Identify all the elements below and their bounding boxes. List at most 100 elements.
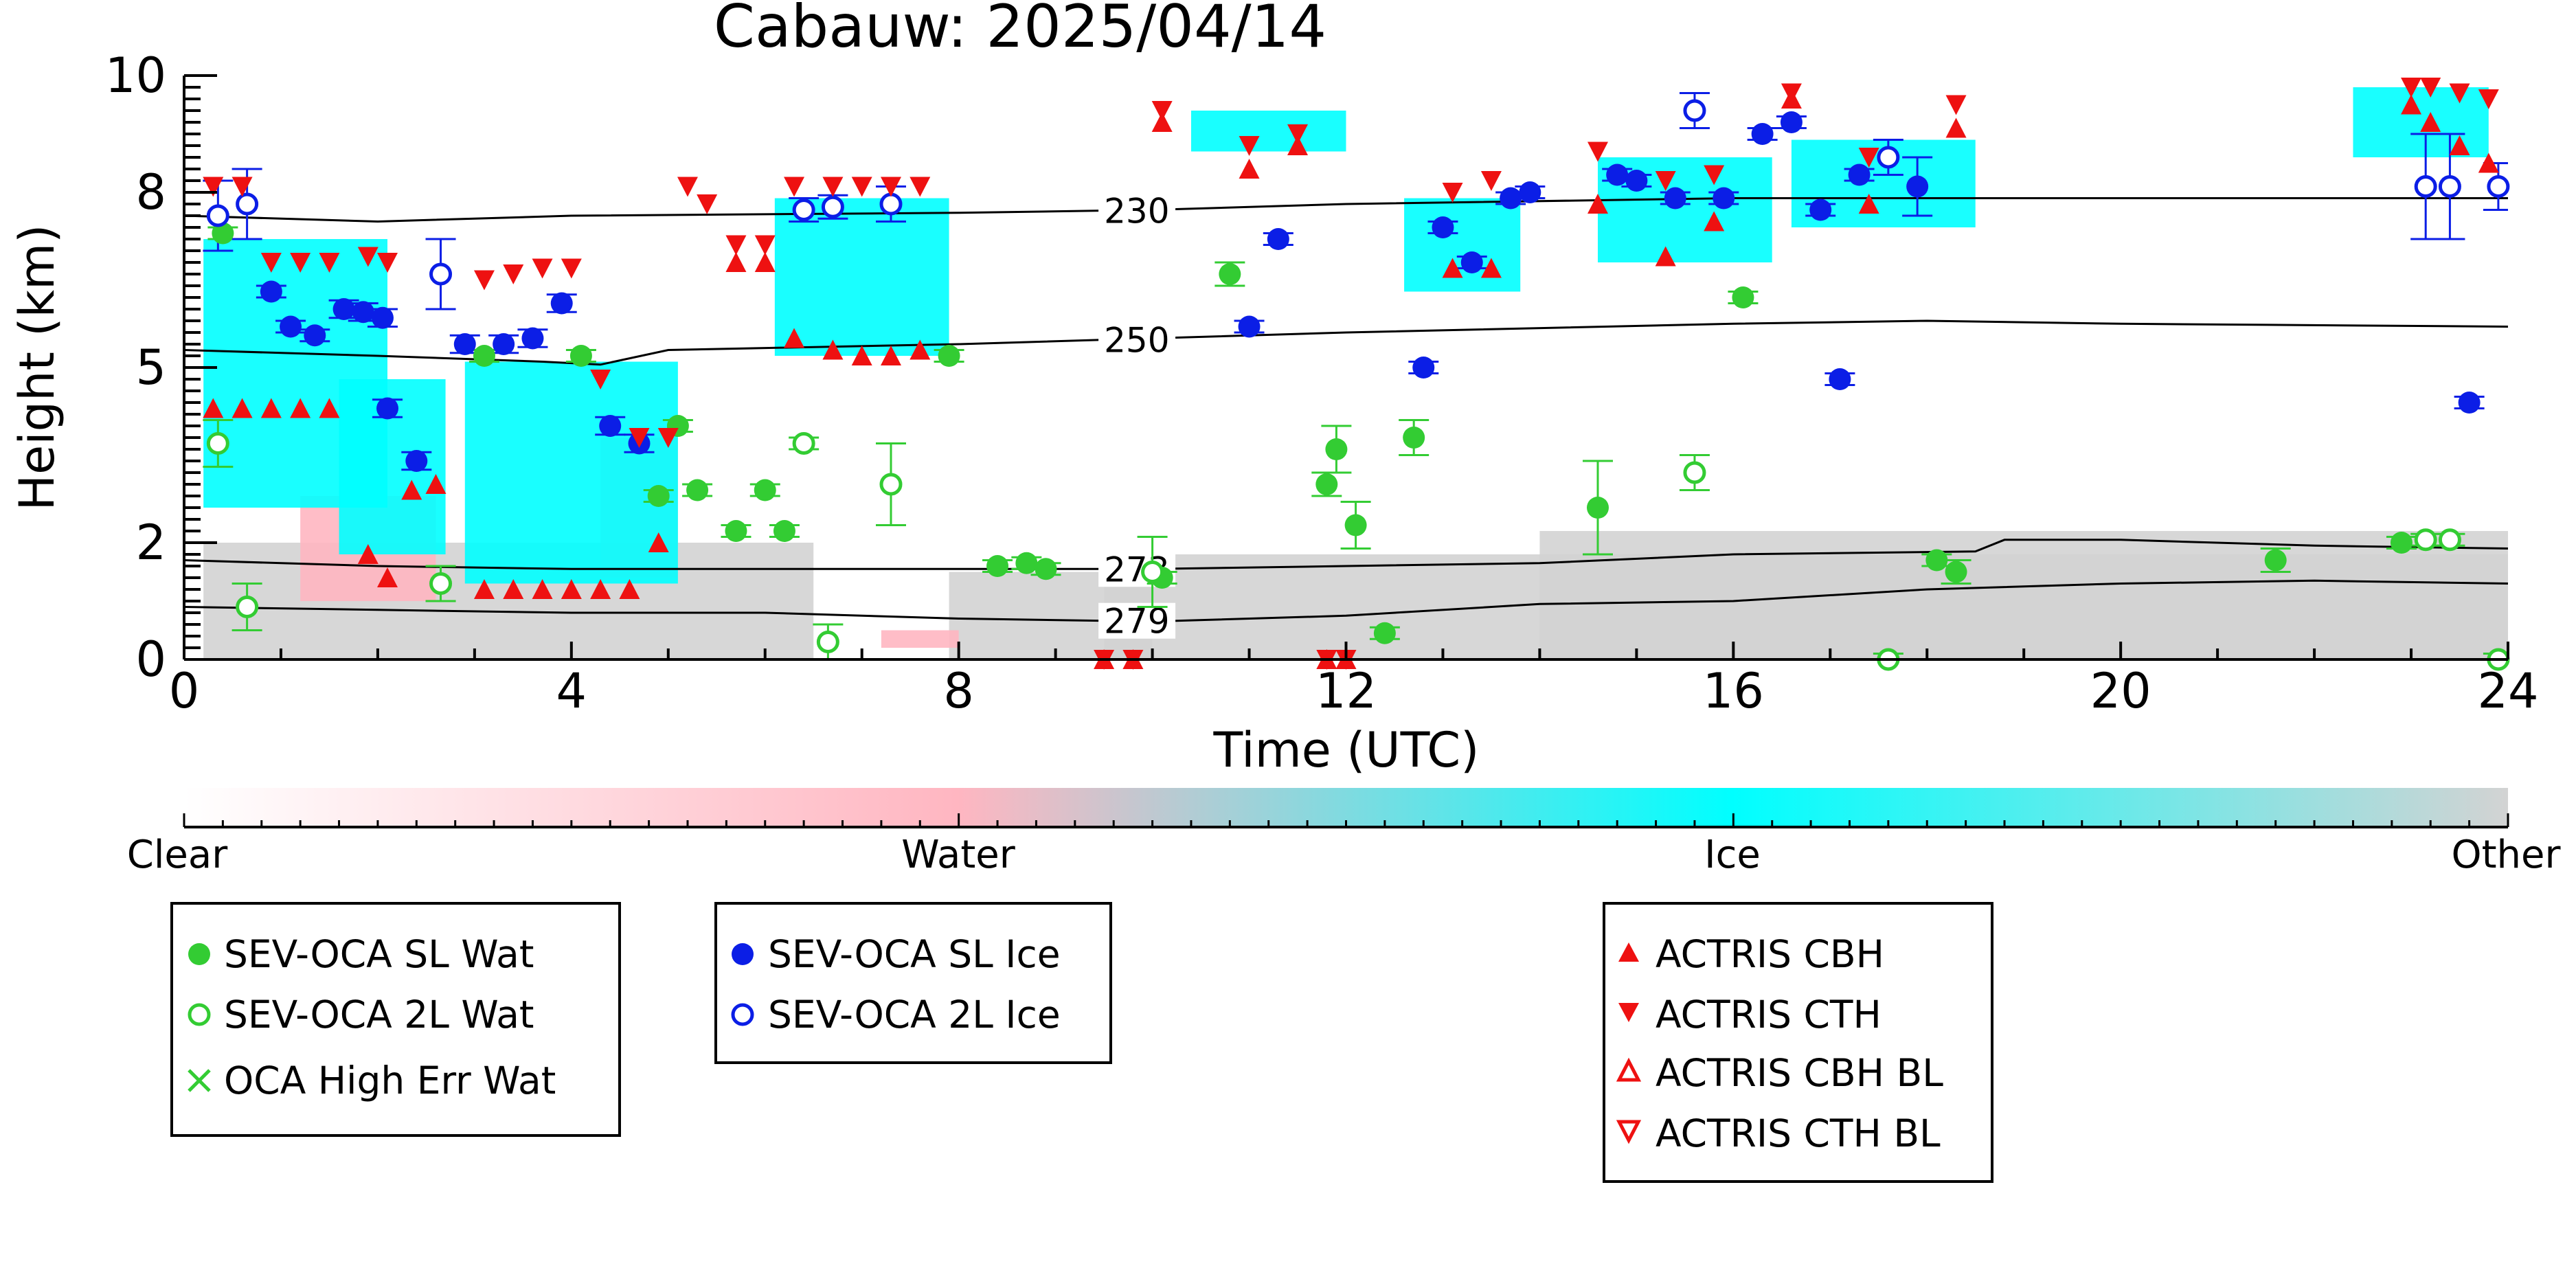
actris-cth-point xyxy=(260,253,282,273)
sev-oca-sl-wat-point xyxy=(773,520,795,542)
y-tick-label: 5 xyxy=(135,339,166,396)
sev-oca-2l-wat-point xyxy=(236,596,259,618)
legend-actris: ACTRIS CBH ACTRIS CTH ACTRIS CBH BL ACTR… xyxy=(1603,902,1993,1183)
actris-cbh-point xyxy=(619,579,640,599)
actris-cbh-point xyxy=(1480,258,1502,278)
contour-label-230: 230 xyxy=(1104,192,1169,231)
actris-cbh-point xyxy=(909,339,931,360)
legend-water-frame xyxy=(170,902,621,1137)
sev-oca-2l-ice-point xyxy=(1683,99,1706,122)
contour-label-bg xyxy=(1098,192,1176,229)
colorbar-ticks xyxy=(183,813,2509,827)
actris-cbh-point xyxy=(473,579,495,599)
x-tick-label: 20 xyxy=(2090,663,2151,719)
actris-cth-point xyxy=(473,270,495,291)
actris-cth-point xyxy=(1655,171,1676,191)
ice-region xyxy=(2353,87,2489,157)
actris-cbh-point xyxy=(822,339,844,360)
legend-2l-wat-label: SEV-OCA 2L Wat xyxy=(224,993,534,1037)
sev-oca-sl-ice-point xyxy=(1625,170,1648,192)
sev-oca-sl-wat-point xyxy=(1015,552,1038,574)
sev-oca-sl-ice-point xyxy=(376,397,399,420)
sev-oca-sl-ice-point xyxy=(493,333,515,355)
x-tick-label: 4 xyxy=(556,663,587,719)
sev-oca-2l-ice-point xyxy=(2487,175,2510,198)
sev-oca-2l-wat-point xyxy=(2438,528,2461,552)
sev-oca-sl-ice-point xyxy=(1500,187,1522,210)
legend-sl-ice-marker xyxy=(732,943,754,965)
actris-cth-point xyxy=(2478,89,2499,109)
colorbar-label-clear: Clear xyxy=(127,833,228,877)
actris-cth-point xyxy=(203,177,224,197)
actris-cbh-point xyxy=(425,474,447,494)
sev-oca-sl-ice-point xyxy=(1432,216,1454,238)
sev-oca-2l-wat-point xyxy=(2414,528,2437,552)
sev-oca-sl-ice-point xyxy=(521,327,544,350)
actris-cbh-point xyxy=(1704,211,1725,231)
sev-oca-2l-wat-point xyxy=(1683,461,1706,484)
actris-cth-point xyxy=(1442,183,1463,203)
actris-cth-point xyxy=(231,177,253,197)
sev-oca-sl-ice-point xyxy=(304,324,326,347)
actris-cbh-point xyxy=(754,252,776,272)
colorbar-label-water: Water xyxy=(901,833,1016,877)
legend-cth-bl-marker xyxy=(1616,1120,1642,1144)
water-region xyxy=(881,630,959,648)
actris-cbh-point xyxy=(880,346,901,365)
sev-oca-sl-wat-point xyxy=(647,485,670,507)
colorbar: Clear Water Ice Other xyxy=(127,788,2561,877)
actris-cth-point xyxy=(503,264,524,284)
sev-oca-sl-wat-point xyxy=(212,222,234,245)
legend-cbh-marker xyxy=(1618,942,1639,962)
sev-oca-sl-wat-point xyxy=(2264,549,2287,572)
actris-cth-point xyxy=(590,370,611,389)
actris-cbh-point xyxy=(401,479,422,500)
sev-oca-sl-wat-point xyxy=(1325,438,1348,460)
legend-ice-frame xyxy=(714,902,1112,1064)
sev-oca-2l-ice-point xyxy=(879,192,903,216)
sev-oca-sl-ice-point xyxy=(1751,123,1774,145)
actris-cth-point xyxy=(2401,78,2422,98)
sev-oca-2l-wat-point xyxy=(792,432,815,455)
actris-cbh-point xyxy=(1655,246,1676,267)
sev-oca-sl-ice-point xyxy=(1606,163,1629,186)
actris-cth-point xyxy=(822,177,844,197)
ice-region xyxy=(1190,111,1346,152)
actris-cth-point xyxy=(851,177,872,197)
cloud-classification-background xyxy=(203,87,2508,659)
y-tick-label: 0 xyxy=(135,631,166,688)
actris-cth-point xyxy=(629,428,650,448)
actris-cbh-point xyxy=(1151,112,1173,132)
actris-cbh-point xyxy=(319,398,340,418)
actris-cth-point xyxy=(377,253,398,273)
sev-oca-sl-ice-point xyxy=(332,298,355,320)
legend-cth-marker xyxy=(1618,1003,1639,1022)
actris-cbh-point xyxy=(2420,112,2441,132)
x-axis-label: Time (UTC) xyxy=(1213,722,1480,778)
sev-oca-2l-ice-point xyxy=(2438,175,2461,198)
ice-region xyxy=(774,198,949,356)
sev-oca-sl-wat-point xyxy=(754,479,776,501)
actris-cbh-point xyxy=(503,579,524,599)
actris-cth-point xyxy=(880,177,901,197)
sev-oca-sl-ice-point xyxy=(550,292,573,315)
actris-cth-point xyxy=(1704,165,1725,185)
actris-cbh-point xyxy=(725,252,747,272)
actris-cth-point xyxy=(909,177,931,197)
contour-label-bg xyxy=(1098,321,1176,358)
legend-cbh-bl-label: ACTRIS CBH BL xyxy=(1656,1051,1943,1095)
legend-sl-ice-label: SEV-OCA SL Ice xyxy=(768,932,1061,976)
sev-oca-sl-ice-point xyxy=(1713,187,1735,210)
actris-cth-point xyxy=(357,247,379,267)
sev-oca-sl-ice-point xyxy=(1267,228,1289,250)
actris-cbh-point xyxy=(1945,117,1967,138)
x-tick-label: 8 xyxy=(943,663,974,719)
actris-cbh-point xyxy=(1442,258,1463,278)
legend-ice: SEV-OCA SL Ice SEV-OCA 2L Ice xyxy=(714,902,1112,1064)
contour-label-bg xyxy=(1098,602,1176,639)
sev-oca-sl-wat-point xyxy=(686,479,709,501)
contour-label-250: 250 xyxy=(1104,321,1169,361)
legend-actris-frame xyxy=(1603,902,1993,1183)
actris-cbh-point xyxy=(203,398,224,418)
actris-cbh-point xyxy=(1587,194,1608,214)
